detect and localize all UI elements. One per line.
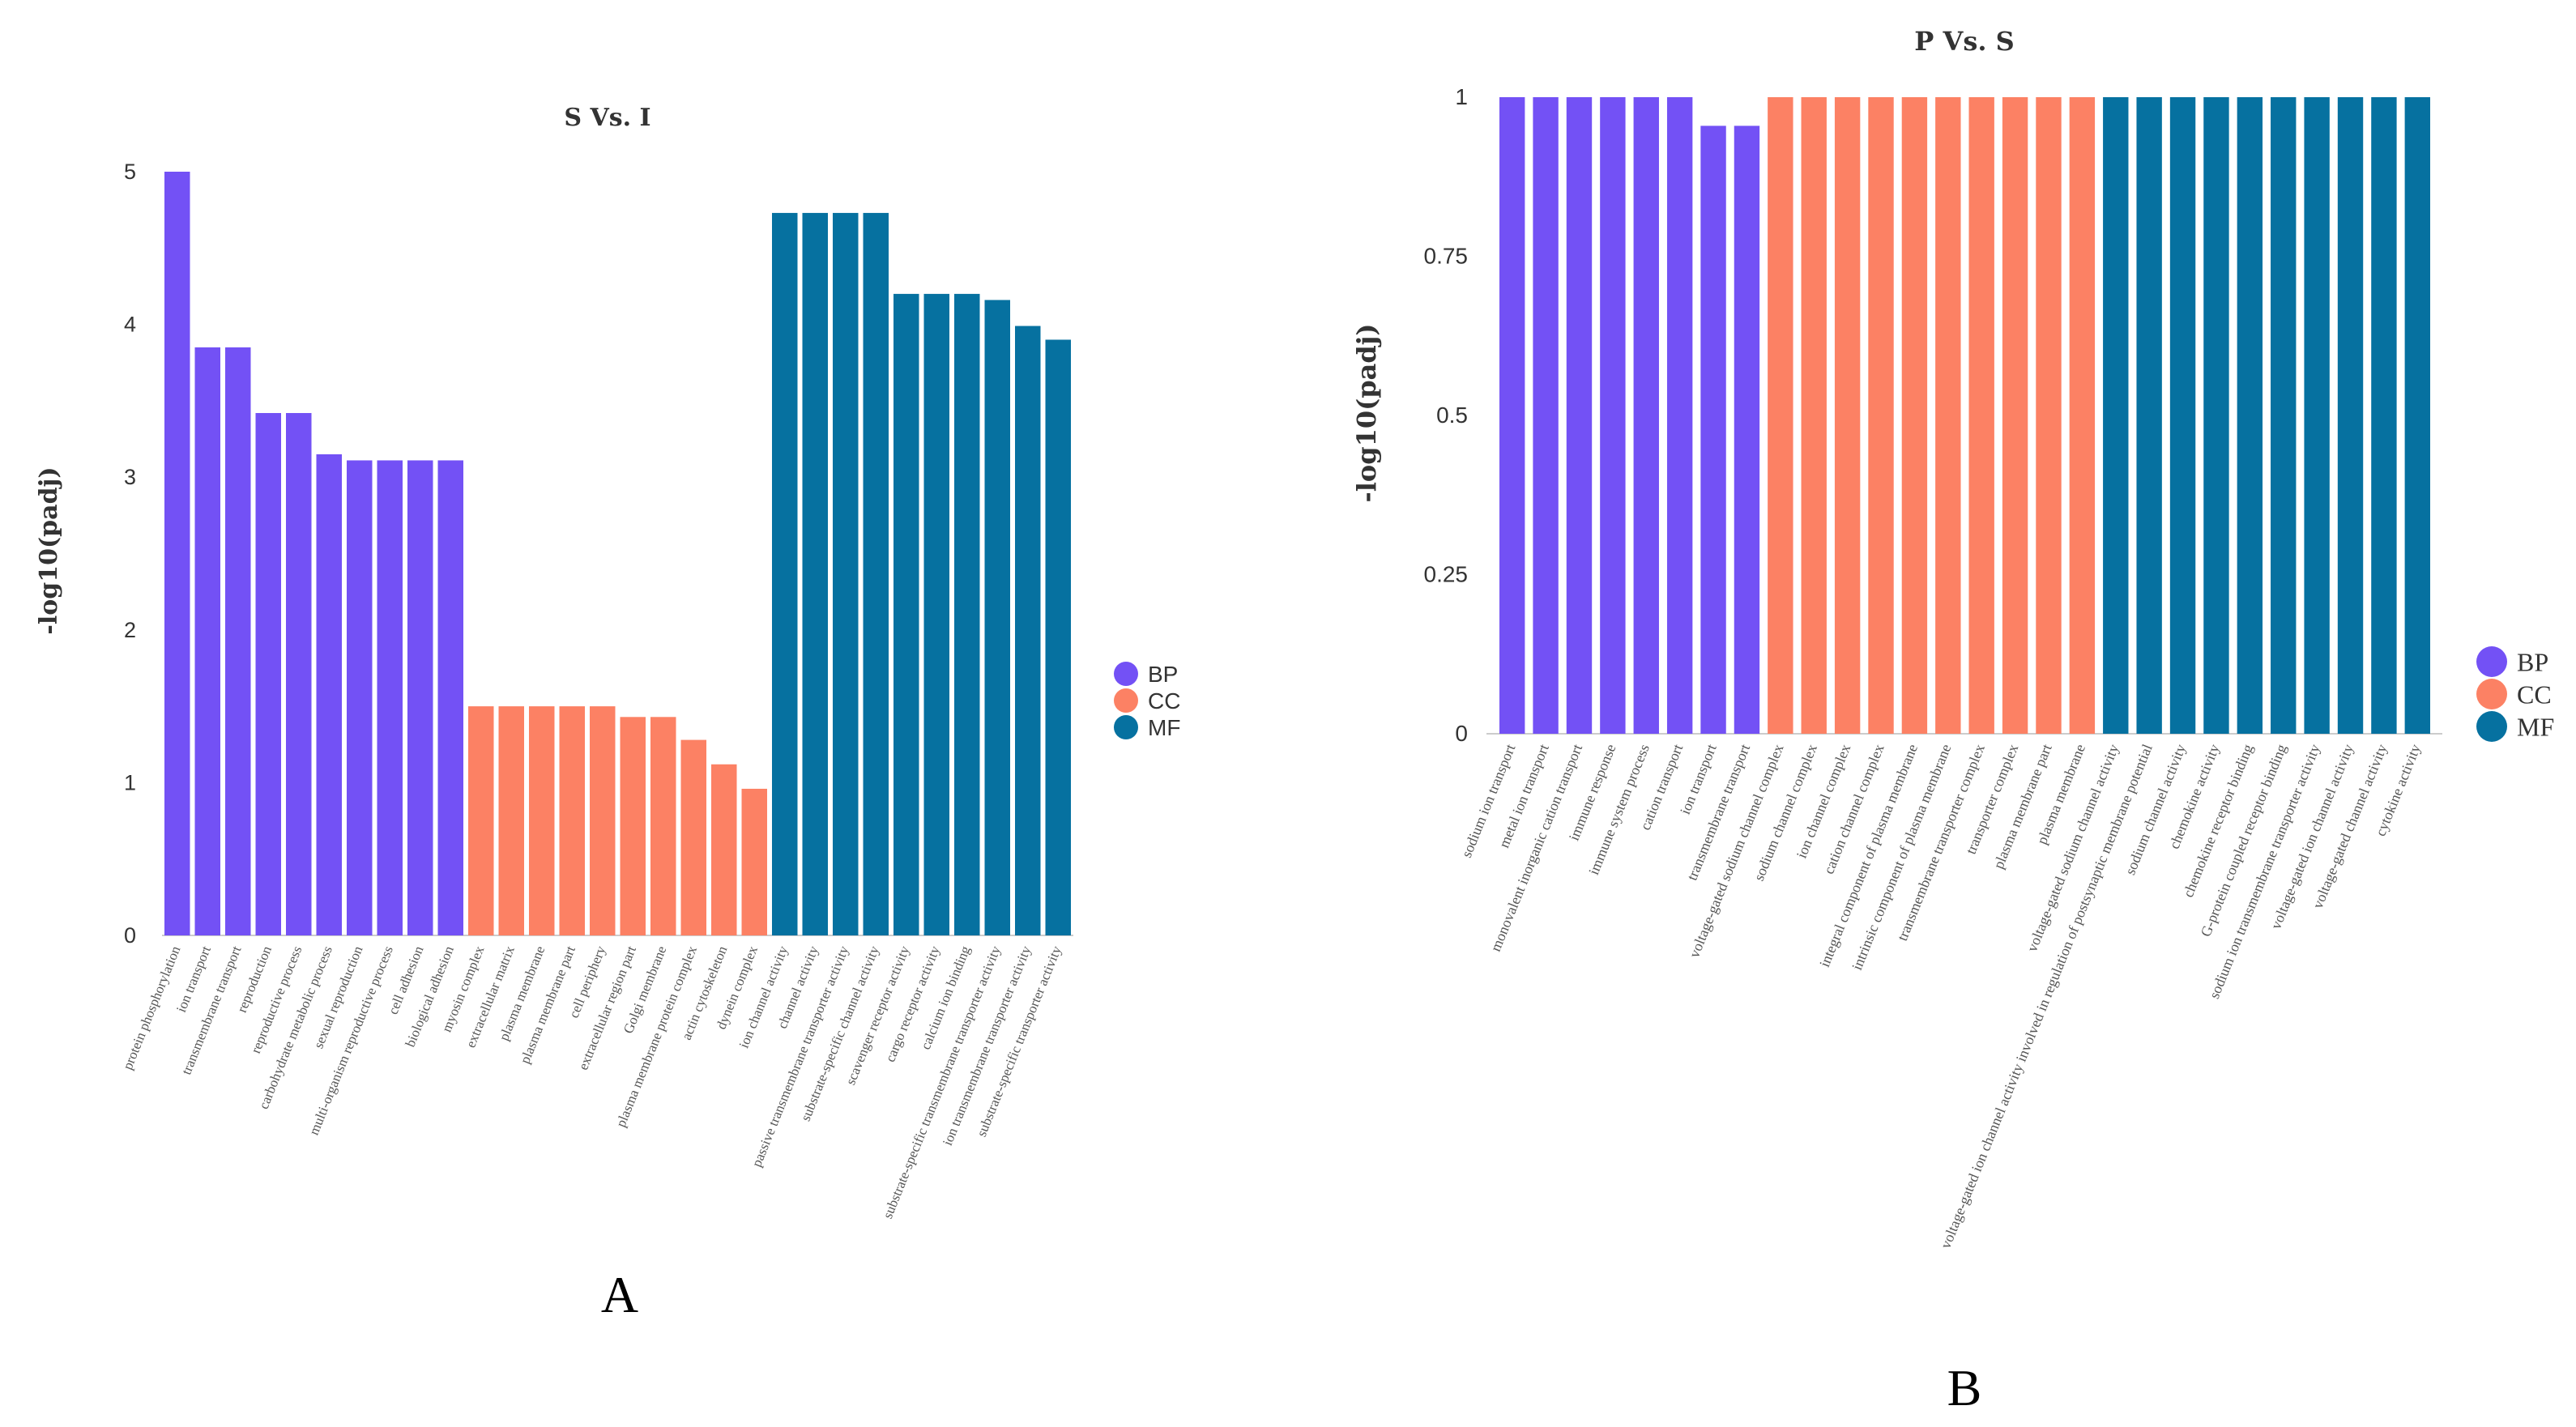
bar-17 [2036,97,2062,734]
bar-18 [2069,97,2096,734]
y-tick-label: 2 [124,618,136,642]
bar-9 [1768,97,1793,734]
bar-2 [1533,97,1559,734]
bar-2 [194,347,220,935]
bar-21 [772,212,798,935]
bar-22 [2203,97,2229,734]
bar-6 [316,454,342,935]
legend-swatch-mf [2476,711,2507,742]
bar-30 [1045,339,1071,936]
legend-swatch-bp [1114,662,1138,686]
bar-25 [2304,97,2330,734]
bar-23 [2237,97,2263,734]
panel-b-legend: BP CC MF [2476,646,2554,742]
legend-label-mf: MF [2517,713,2554,742]
legend-swatch-cc [2476,679,2507,709]
bar-26 [2337,97,2364,734]
bar-5 [286,412,312,935]
bar-11 [468,706,494,935]
legend-label-bp: BP [2517,648,2548,677]
bar-28 [2404,97,2430,734]
legend-label-cc: CC [1148,688,1180,714]
panel-b-chart: P Vs. S -log10(padj) 0 0.25 0.5 0.75 1 sodiu… [1351,26,2554,1416]
bar-14 [559,706,585,935]
bar-25 [893,293,919,935]
bar-13 [1901,97,1928,734]
y-tick-label: 0.5 [1436,403,1468,428]
bar-29 [1015,326,1041,936]
bar-19 [2103,97,2129,734]
legend-label-bp: BP [1148,662,1178,687]
bar-3 [1566,97,1593,734]
y-tick-label: 1 [1455,84,1468,109]
bar-6 [1666,97,1693,734]
bar-27 [2371,97,2397,734]
bar-10 [437,460,463,935]
bar-4 [1600,97,1626,734]
bar-1 [164,172,190,935]
bar-22 [802,212,828,935]
bar-7 [1700,126,1726,734]
panel-a-bars [164,172,1071,936]
panel-a-chart: S Vs. I -log10(padj) 0 1 2 3 4 5 protein phos… [35,104,1180,1323]
bar-1 [1499,97,1525,734]
bar-15 [590,706,616,935]
bar-12 [1868,97,1894,734]
y-tick-label: 0.75 [1424,244,1469,269]
legend-swatch-mf [1114,715,1138,739]
bar-16 [2002,97,2028,734]
y-tick-label: 4 [124,313,136,337]
bar-18 [680,739,706,935]
bar-8 [1734,126,1760,734]
bar-19 [711,764,737,935]
bar-20 [2136,97,2162,734]
y-tick-label: 0 [1455,721,1468,746]
bar-27 [954,293,980,935]
y-tick-label: 0.25 [1424,562,1469,587]
panel-b-y-ticks: 0 0.25 0.5 0.75 1 [1424,84,1469,746]
bar-12 [498,706,524,935]
panel-b-letter: B [1947,1359,1982,1416]
bar-20 [741,788,767,935]
bar-28 [984,300,1010,935]
bar-13 [529,706,555,935]
bar-8 [377,460,403,935]
bar-26 [923,293,949,935]
legend-label-cc: CC [2517,680,2552,709]
panel-b-title: P Vs. S [1914,26,2014,57]
y-tick-label: 0 [124,923,136,948]
bar-24 [863,212,889,935]
panel-b-y-axis-label: -log10(padj) [1351,323,1382,502]
bar-16 [620,717,646,935]
bar-15 [1968,97,1994,734]
legend-swatch-cc [1114,688,1138,713]
legend-swatch-bp [2476,646,2507,677]
y-tick-label: 1 [124,770,136,794]
bar-3 [225,347,251,935]
bar-4 [255,412,281,935]
panel-a-y-ticks: 0 1 2 3 4 5 [124,160,136,948]
bar-17 [650,717,676,935]
bar-7 [347,460,373,935]
y-tick-label: 5 [124,160,136,184]
bar-10 [1801,97,1827,734]
panel-b-bars [1499,97,2430,734]
panel-a-title: S Vs. I [564,104,650,132]
bar-14 [1935,97,1961,734]
y-tick-label: 3 [124,465,136,489]
legend-label-mf: MF [1148,715,1180,740]
panel-a-y-axis-label: -log10(padj) [35,466,63,634]
bar-23 [833,212,859,935]
panel-a-letter: A [601,1266,638,1323]
bar-24 [2271,97,2297,734]
bar-9 [407,460,433,935]
bar-5 [1633,97,1659,734]
bar-11 [1834,97,1861,734]
bar-21 [2169,97,2196,734]
